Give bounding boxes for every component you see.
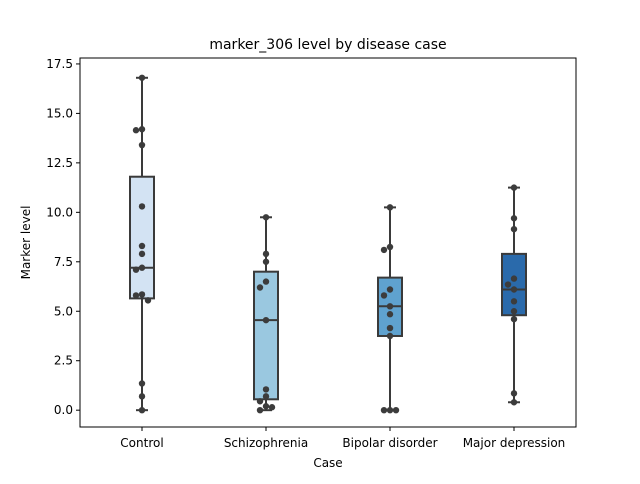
data-point bbox=[138, 126, 146, 133]
plot-frame bbox=[79, 57, 577, 428]
data-point bbox=[138, 250, 146, 258]
data-point bbox=[262, 393, 270, 400]
data-point bbox=[510, 215, 518, 222]
y-axis-label: Marker level bbox=[19, 206, 33, 280]
data-point bbox=[138, 141, 146, 149]
data-point bbox=[138, 393, 146, 400]
data-point bbox=[256, 284, 264, 291]
data-point bbox=[510, 315, 518, 323]
data-point bbox=[386, 311, 394, 318]
data-point bbox=[386, 406, 394, 414]
data-point bbox=[510, 225, 518, 233]
data-point bbox=[510, 399, 518, 406]
data-point bbox=[138, 242, 146, 250]
data-point bbox=[510, 184, 518, 191]
x-tick-label: Schizophrenia bbox=[224, 436, 308, 450]
x-tick-label: Bipolar disorder bbox=[342, 436, 437, 450]
x-tick-label: Control bbox=[120, 436, 163, 450]
chart-title: marker_306 level by disease case bbox=[209, 37, 446, 53]
data-point bbox=[386, 243, 394, 251]
y-tick-label: 10.0 bbox=[46, 205, 73, 219]
data-point bbox=[380, 406, 388, 414]
data-point bbox=[510, 286, 518, 293]
data-point bbox=[138, 74, 146, 81]
x-axis: Control Schizophrenia Bipolar disorder Majo… bbox=[120, 427, 565, 450]
data-point bbox=[386, 324, 394, 332]
data-point bbox=[262, 403, 270, 410]
data-point bbox=[132, 127, 140, 134]
y-tick-label: 17.5 bbox=[46, 57, 73, 71]
data-point bbox=[138, 264, 146, 271]
data-point bbox=[132, 266, 140, 273]
data-point bbox=[262, 214, 270, 221]
data-point bbox=[262, 316, 270, 324]
data-point bbox=[262, 386, 270, 393]
box-group bbox=[129, 76, 155, 412]
data-point bbox=[256, 406, 264, 414]
data-point bbox=[138, 380, 146, 387]
box bbox=[253, 270, 279, 401]
data-point bbox=[380, 292, 388, 299]
data-point bbox=[510, 390, 518, 397]
data-point bbox=[138, 291, 146, 298]
data-point bbox=[138, 406, 146, 414]
data-point bbox=[386, 286, 394, 293]
y-axis: 0.0 2.5 5.0 7.5 10.0 12.5 15.0 17.5 bbox=[46, 57, 80, 417]
data-point bbox=[138, 203, 146, 210]
data-point bbox=[380, 246, 388, 254]
data-point bbox=[262, 258, 270, 265]
y-tick-label: 5.0 bbox=[54, 304, 73, 318]
y-tick-label: 7.5 bbox=[54, 255, 73, 269]
y-tick-label: 0.0 bbox=[54, 403, 73, 417]
y-tick-label: 2.5 bbox=[54, 354, 73, 368]
data-point bbox=[256, 398, 264, 405]
data-point bbox=[386, 204, 394, 211]
plot-layer bbox=[129, 74, 527, 414]
data-point bbox=[144, 297, 152, 304]
data-point bbox=[132, 292, 140, 299]
data-point bbox=[510, 308, 518, 315]
data-point bbox=[386, 332, 394, 340]
data-point bbox=[392, 406, 400, 414]
data-point bbox=[510, 298, 518, 305]
y-tick-label: 15.0 bbox=[46, 106, 73, 120]
data-point bbox=[268, 404, 276, 411]
y-tick-label: 12.5 bbox=[46, 156, 73, 170]
data-point bbox=[262, 278, 270, 285]
data-point bbox=[262, 250, 270, 258]
x-axis-label: Case bbox=[313, 456, 342, 470]
box bbox=[129, 175, 155, 300]
data-point bbox=[504, 281, 512, 288]
data-point bbox=[386, 303, 394, 310]
x-tick-label: Major depression bbox=[463, 436, 566, 450]
data-point bbox=[510, 275, 518, 282]
